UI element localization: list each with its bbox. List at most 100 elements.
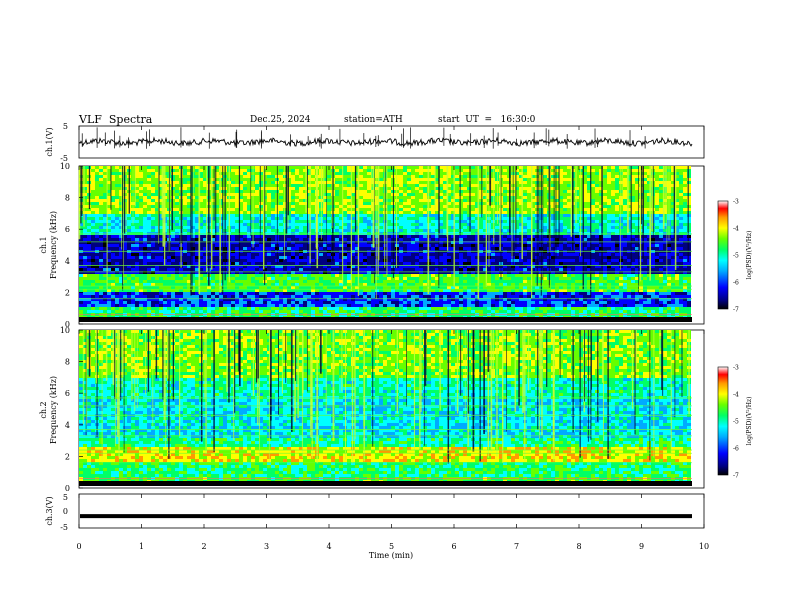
spectrogram-cell: [507, 184, 511, 187]
spectrogram-cell: [483, 232, 487, 235]
spectrogram-cell: [495, 187, 499, 190]
spectrogram-cell: [543, 253, 547, 256]
spectrogram-cell: [475, 241, 479, 244]
spectrogram-cell: [267, 199, 271, 202]
spectrogram-cell: [507, 199, 511, 202]
spectrogram-cell: [491, 166, 495, 169]
spectrogram-cell: [559, 223, 563, 226]
spectrogram-cell: [87, 208, 91, 211]
spectrogram-cell: [375, 181, 379, 184]
spectrogram-cell: [279, 226, 283, 229]
spectrogram-cell: [435, 205, 439, 208]
spectrogram-cell: [615, 184, 619, 187]
spectrogram-cell: [471, 175, 475, 178]
spectrogram-cell: [587, 172, 591, 175]
spectrogram-cell: [507, 187, 511, 190]
spectrogram-cell: [255, 256, 259, 259]
spectrogram-cell: [431, 235, 435, 238]
spectrogram-cell: [559, 244, 563, 247]
spectrogram-cell: [359, 259, 363, 262]
spectrogram-cell: [671, 187, 675, 190]
spectrogram-cell: [79, 256, 83, 259]
spectrogram-cell: [431, 223, 435, 226]
spectrogram-cell: [151, 175, 155, 178]
spectrogram-cell: [87, 235, 91, 238]
spectrogram-cell: [259, 205, 263, 208]
spectrogram-cell: [567, 247, 571, 250]
spectrogram-cell: [403, 247, 407, 250]
spectrogram-cell: [243, 172, 247, 175]
spectrogram-cell: [363, 196, 367, 199]
spectrogram-cell: [555, 199, 559, 202]
spectrogram-cell: [363, 241, 367, 244]
spectrogram-cell: [127, 220, 131, 223]
spectrogram-cell: [471, 187, 475, 190]
spectrogram-cell: [431, 226, 435, 229]
spectrogram-cell: [139, 211, 143, 214]
spectrogram-cell: [107, 238, 111, 241]
spectrogram-cell: [367, 253, 371, 256]
spectrogram-cell: [339, 214, 343, 217]
spectrogram-cell: [255, 241, 259, 244]
spectrogram-cell: [251, 259, 255, 262]
spectrogram-cell: [175, 226, 179, 229]
spectrogram-cell: [351, 187, 355, 190]
spectrogram-cell: [575, 232, 579, 235]
spectrogram-cell: [131, 241, 135, 244]
spectrogram-cell: [495, 169, 499, 172]
spectrogram-cell: [655, 244, 659, 247]
spectrogram-cell: [95, 178, 99, 181]
spectrogram-cell: [367, 235, 371, 238]
start-ut-label: start UT = 16:30:0: [438, 115, 536, 125]
spectrogram-cell: [139, 205, 143, 208]
spectrogram-cell: [623, 175, 627, 178]
spectrogram-cell: [655, 214, 659, 217]
spectrogram-cell: [247, 214, 251, 217]
spectrogram-cell: [115, 187, 119, 190]
spectrogram-cell: [587, 178, 591, 181]
spectrogram-cell: [375, 178, 379, 181]
spectrogram-cell: [95, 184, 99, 187]
spectrogram-cell: [307, 235, 311, 238]
spectrogram-cell: [355, 226, 359, 229]
spectrogram-cell: [671, 193, 675, 196]
spectrogram-cell: [91, 235, 95, 238]
spectrogram-cell: [291, 193, 295, 196]
spectrogram-cell: [495, 184, 499, 187]
spectrogram-cell: [431, 169, 435, 172]
spectrogram-cell: [87, 241, 91, 244]
spectrogram-cell: [687, 220, 691, 223]
spectrogram-cell: [411, 247, 415, 250]
spectrogram-cell: [187, 184, 191, 187]
spectrogram-cell: [607, 196, 611, 199]
spectrogram-cell: [631, 172, 635, 175]
spectrogram-cell: [579, 208, 583, 211]
spectrogram-cell: [119, 190, 123, 193]
spectrogram-cell: [527, 175, 531, 178]
spectrogram-cell: [387, 244, 391, 247]
spectrogram-cell: [115, 202, 119, 205]
spectrogram-cell: [631, 199, 635, 202]
spectrogram-cell: [359, 253, 363, 256]
spectrogram-cell: [567, 178, 571, 181]
spectrogram-cell: [659, 196, 663, 199]
spectrogram-cell: [367, 172, 371, 175]
spectrogram-cell: [343, 238, 347, 241]
spectrogram-cell: [439, 181, 443, 184]
spectrogram-cell: [635, 169, 639, 172]
spectrogram-cell: [247, 190, 251, 193]
spectrogram-cell: [119, 226, 123, 229]
spectrogram-cell: [407, 184, 411, 187]
spectrogram-cell: [635, 229, 639, 232]
spectrogram-cell: [83, 196, 87, 199]
spectrogram-cell: [611, 217, 615, 220]
spectrogram-cell: [443, 169, 447, 172]
spectrogram-cell: [623, 241, 627, 244]
spectrogram-cell: [459, 232, 463, 235]
spectrogram-cell: [527, 184, 531, 187]
spectrogram-cell: [147, 175, 151, 178]
spectrogram-cell: [495, 208, 499, 211]
spectrogram-cell: [595, 211, 599, 214]
spectrogram-cell: [599, 196, 603, 199]
spectrogram-cell: [107, 196, 111, 199]
